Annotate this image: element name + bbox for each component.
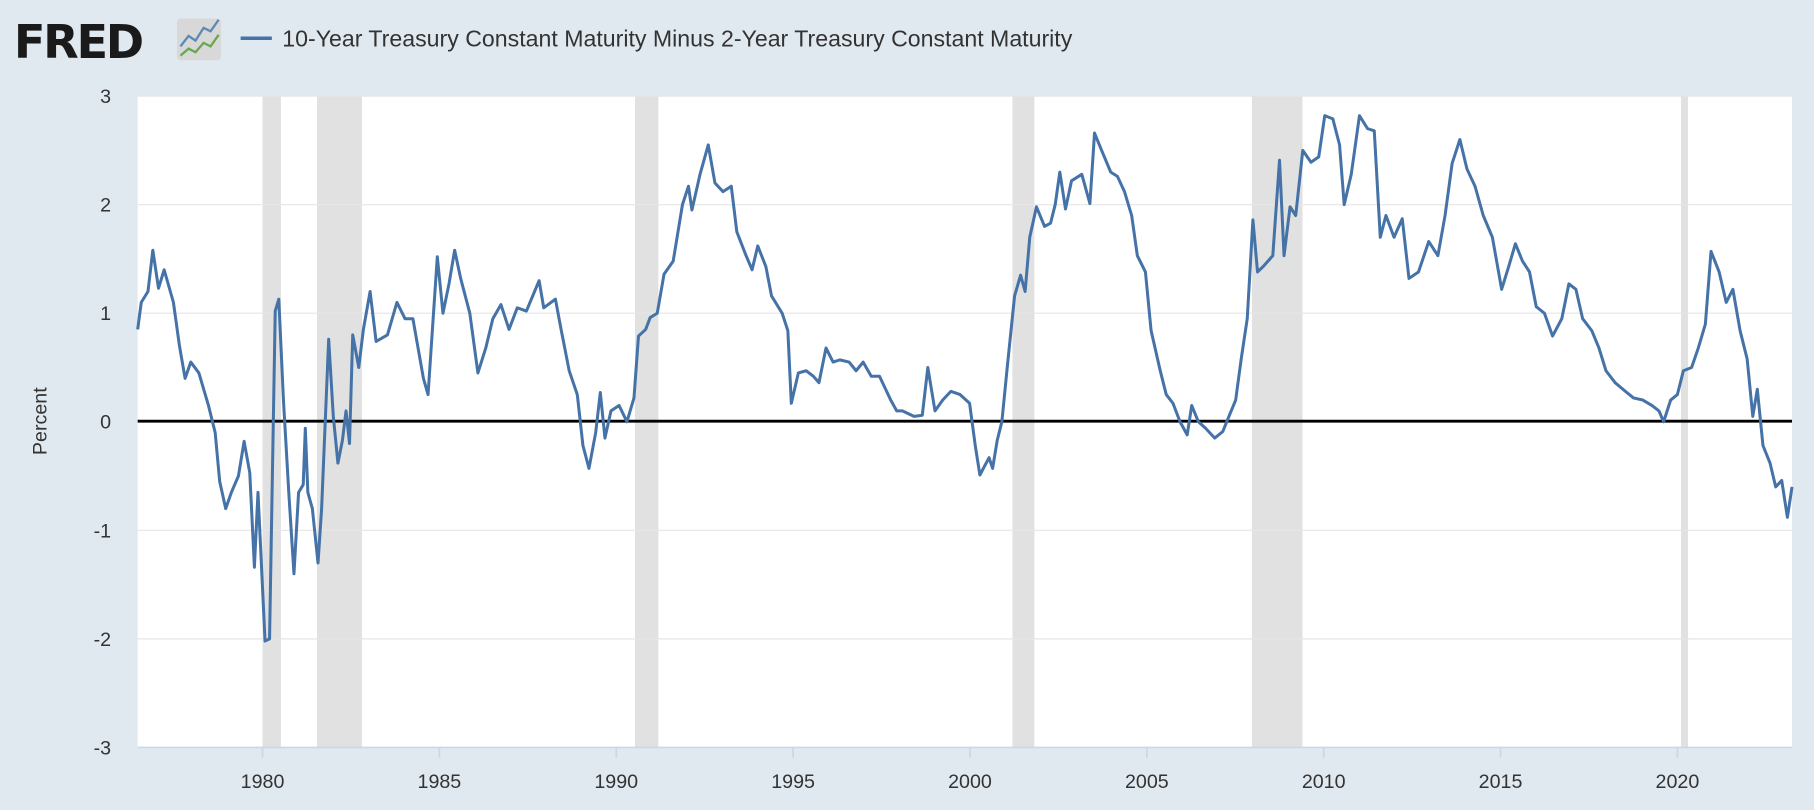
y-tick-label: -1 bbox=[94, 520, 111, 542]
line-chart-icon bbox=[177, 18, 221, 61]
y-axis: 3 2 1 0 -1 -2 -3 bbox=[94, 86, 112, 759]
y-tick-label: 0 bbox=[100, 412, 111, 434]
x-axis: 1980 1985 1990 1995 2000 2005 2010 2015 2020 bbox=[137, 746, 1793, 793]
x-tick-label: 2015 bbox=[1479, 771, 1523, 793]
x-tick-label: 1995 bbox=[771, 771, 815, 793]
y-tick-label: 3 bbox=[100, 86, 111, 108]
y-tick-label: 1 bbox=[100, 303, 111, 325]
series-line bbox=[136, 114, 1794, 643]
legend-label[interactable]: 10-Year Treasury Constant Maturity Minus… bbox=[282, 25, 1072, 51]
y-tick-label: -3 bbox=[94, 737, 112, 759]
y-axis-label: Percent bbox=[29, 387, 51, 455]
header: FRED 10-Year Treasury Constant Maturity … bbox=[14, 15, 1073, 69]
x-tick-label: 2005 bbox=[1125, 771, 1169, 793]
x-tick-label: 1980 bbox=[241, 771, 285, 793]
x-tick-label: 2010 bbox=[1302, 771, 1346, 793]
x-tick-label: 2020 bbox=[1656, 771, 1700, 793]
y-tick-label: -2 bbox=[94, 629, 111, 651]
y-tick-label: 2 bbox=[100, 195, 111, 217]
fred-logo[interactable]: FRED bbox=[14, 15, 144, 69]
x-tick-label: 2000 bbox=[948, 771, 992, 793]
x-tick-label: 1990 bbox=[594, 771, 638, 793]
x-tick-label: 1985 bbox=[418, 771, 462, 793]
